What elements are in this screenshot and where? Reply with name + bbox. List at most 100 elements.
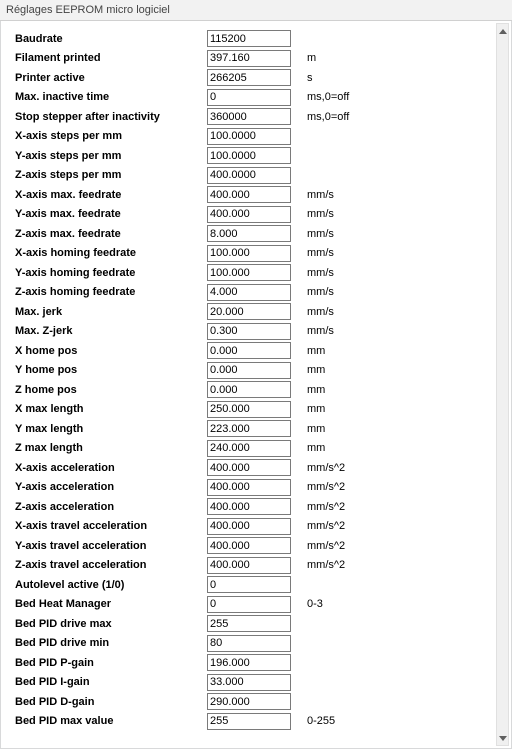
setting-input[interactable] [207,225,291,242]
setting-value-wrap [207,264,287,281]
setting-label: Y-axis homing feedrate [15,267,207,279]
setting-row: X-axis travel accelerationmm/s^2 [15,517,494,537]
setting-input[interactable] [207,186,291,203]
setting-unit: mm/s^2 [307,559,345,571]
setting-input[interactable] [207,303,291,320]
setting-input[interactable] [207,498,291,515]
setting-label: Y max length [15,423,207,435]
setting-unit: mm [307,442,325,454]
setting-row: Bed Heat Manager0-3 [15,595,494,615]
setting-input[interactable] [207,50,291,67]
setting-row: Bed PID max value0-255 [15,712,494,732]
setting-input[interactable] [207,381,291,398]
setting-value-wrap [207,576,287,593]
setting-unit: mm [307,403,325,415]
setting-value-wrap [207,225,287,242]
setting-input[interactable] [207,30,291,47]
setting-unit: mm [307,364,325,376]
setting-value-wrap [207,147,287,164]
setting-input[interactable] [207,615,291,632]
setting-input[interactable] [207,89,291,106]
scroll-up-arrow-icon[interactable] [497,24,508,38]
setting-value-wrap [207,186,287,203]
setting-row: Z-axis accelerationmm/s^2 [15,497,494,517]
setting-input[interactable] [207,557,291,574]
setting-label: Z-axis max. feedrate [15,228,207,240]
setting-unit: ms,0=off [307,111,349,123]
setting-input[interactable] [207,69,291,86]
setting-row: X max lengthmm [15,400,494,420]
setting-input[interactable] [207,713,291,730]
setting-label: X-axis travel acceleration [15,520,207,532]
setting-value-wrap [207,89,287,106]
setting-label: Bed PID drive min [15,637,207,649]
setting-value-wrap [207,167,287,184]
setting-input[interactable] [207,674,291,691]
setting-row: Z-axis homing feedratemm/s [15,283,494,303]
scroll-down-arrow-icon[interactable] [497,731,508,745]
setting-input[interactable] [207,401,291,418]
setting-input[interactable] [207,576,291,593]
setting-value-wrap [207,206,287,223]
setting-row: Bed PID D-gain [15,692,494,712]
setting-unit: mm [307,423,325,435]
setting-value-wrap [207,693,287,710]
setting-input[interactable] [207,654,291,671]
setting-row: Filament printedm [15,49,494,69]
setting-input[interactable] [207,518,291,535]
setting-label: Bed PID P-gain [15,657,207,669]
setting-unit: mm/s [307,247,334,259]
setting-value-wrap [207,381,287,398]
setting-value-wrap [207,635,287,652]
setting-row: Bed PID I-gain [15,673,494,693]
setting-value-wrap [207,245,287,262]
setting-row: Printer actives [15,68,494,88]
setting-input[interactable] [207,342,291,359]
setting-input[interactable] [207,420,291,437]
setting-value-wrap [207,537,287,554]
vertical-scrollbar[interactable] [496,23,509,746]
setting-input[interactable] [207,537,291,554]
setting-label: Y-axis max. feedrate [15,208,207,220]
setting-value-wrap [207,128,287,145]
setting-input[interactable] [207,693,291,710]
setting-input[interactable] [207,245,291,262]
setting-value-wrap [207,323,287,340]
setting-row: Bed PID drive min [15,634,494,654]
setting-value-wrap [207,654,287,671]
setting-row: Z-axis travel accelerationmm/s^2 [15,556,494,576]
setting-row: Bed PID P-gain [15,653,494,673]
setting-value-wrap [207,557,287,574]
setting-input[interactable] [207,108,291,125]
setting-value-wrap [207,713,287,730]
setting-unit: mm/s [307,286,334,298]
setting-label: Bed PID I-gain [15,676,207,688]
setting-row: Max. inactive timems,0=off [15,88,494,108]
setting-row: Z-axis steps per mm [15,166,494,186]
setting-input[interactable] [207,362,291,379]
setting-input[interactable] [207,206,291,223]
setting-input[interactable] [207,147,291,164]
setting-unit: mm/s [307,228,334,240]
setting-value-wrap [207,303,287,320]
setting-input[interactable] [207,440,291,457]
setting-label: Printer active [15,72,207,84]
setting-unit: mm/s^2 [307,462,345,474]
setting-input[interactable] [207,128,291,145]
setting-input[interactable] [207,479,291,496]
setting-input[interactable] [207,167,291,184]
setting-input[interactable] [207,635,291,652]
setting-unit: mm/s^2 [307,540,345,552]
setting-label: Max. Z-jerk [15,325,207,337]
setting-label: Z-axis steps per mm [15,169,207,181]
setting-input[interactable] [207,323,291,340]
setting-label: Z-axis acceleration [15,501,207,513]
setting-input[interactable] [207,264,291,281]
window-title: Réglages EEPROM micro logiciel [0,0,512,21]
setting-value-wrap [207,284,287,301]
setting-unit: m [307,52,316,64]
setting-input[interactable] [207,459,291,476]
setting-input[interactable] [207,284,291,301]
setting-row: Y-axis homing feedratemm/s [15,263,494,283]
setting-input[interactable] [207,596,291,613]
